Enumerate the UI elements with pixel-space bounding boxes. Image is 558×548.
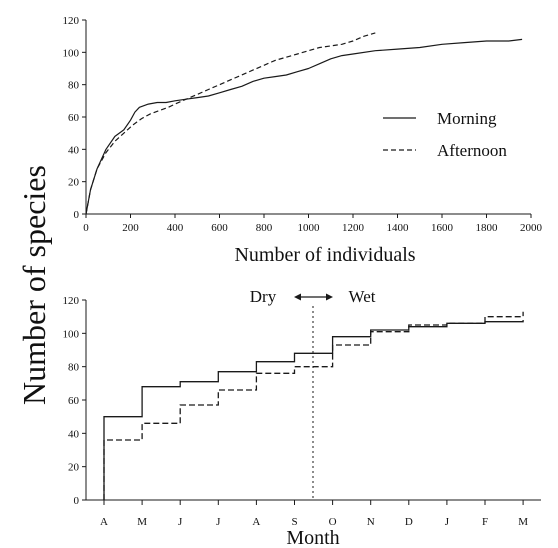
x-tick-label: 0: [83, 222, 89, 234]
x-tick-label: J: [445, 516, 450, 528]
x-tick-label: S: [291, 516, 297, 528]
x-tick-label: M: [518, 516, 528, 528]
season-label-wet: Wet: [349, 287, 376, 306]
season-label-dry: Dry: [250, 287, 277, 306]
x-tick-label: 200: [122, 222, 139, 234]
y-tick-label: 0: [74, 495, 80, 507]
season-arrow-left-head: [294, 293, 301, 301]
x-tick-label: 2000: [520, 222, 543, 234]
step-series-morning: [103, 320, 524, 500]
y-tick-label: 20: [68, 462, 80, 474]
y-tick-label: 0: [74, 209, 80, 221]
y-tick-label: 40: [68, 144, 80, 156]
y-tick-label: 80: [68, 362, 80, 374]
individuals-chart: 0 200 400 600 800 1000 1200 1400 1600 1800 2000 0 20…: [63, 15, 543, 266]
legend-label-afternoon: Afternoon: [437, 141, 507, 160]
step-series-afternoon: [103, 311, 524, 500]
monthly-chart: 0 20 40 60 80 100 120 A M J J A S O N D J F M Dry Wet Mont…: [63, 287, 541, 548]
x-tick-label: O: [329, 516, 337, 528]
monthly-axes: 0 20 40 60 80 100 120 A M J J A S O N D J F M: [63, 295, 541, 528]
x-tick-label: A: [100, 516, 108, 528]
x-tick-label: N: [367, 516, 375, 528]
series-line-morning: [85, 38, 523, 215]
y-tick-label: 100: [63, 47, 80, 59]
x-tick-label: F: [482, 516, 488, 528]
legend-label-morning: Morning: [437, 109, 497, 128]
x-axis-title-individuals: Number of individuals: [234, 244, 415, 266]
x-tick-label: 1000: [298, 222, 321, 234]
x-tick-label: J: [216, 516, 221, 528]
x-tick-label: 400: [167, 222, 184, 234]
individuals-axes: 0 200 400 600 800 1000 1200 1400 1600 1800 2000 0 20…: [63, 15, 543, 234]
y-tick-label: 20: [68, 177, 80, 189]
season-arrow-right-head: [326, 293, 333, 301]
x-tick-label: 1400: [387, 222, 410, 234]
x-tick-label: 1200: [342, 222, 365, 234]
y-tick-label: 100: [63, 328, 80, 340]
x-tick-label: D: [405, 516, 413, 528]
x-axis-title-month: Month: [286, 527, 339, 548]
x-tick-label: M: [137, 516, 147, 528]
y-tick-label: 120: [63, 295, 80, 307]
y-tick-label: 80: [68, 80, 80, 92]
x-tick-label: 1600: [431, 222, 454, 234]
individuals-series: [85, 32, 523, 215]
y-tick-label: 120: [63, 15, 80, 27]
x-tick-label: 800: [256, 222, 273, 234]
y-tick-label: 40: [68, 428, 80, 440]
x-tick-label: A: [252, 516, 260, 528]
x-tick-label: 600: [211, 222, 228, 234]
legend: Morning Afternoon: [383, 109, 507, 160]
x-tick-label: 1800: [476, 222, 499, 234]
monthly-series: [103, 311, 524, 500]
y-tick-label: 60: [68, 395, 80, 407]
y-axis-title: Number of species: [16, 165, 52, 405]
season-annotation: Dry Wet: [250, 287, 376, 500]
series-line-afternoon: [85, 32, 376, 215]
x-tick-label: J: [178, 516, 183, 528]
y-tick-label: 60: [68, 112, 80, 124]
